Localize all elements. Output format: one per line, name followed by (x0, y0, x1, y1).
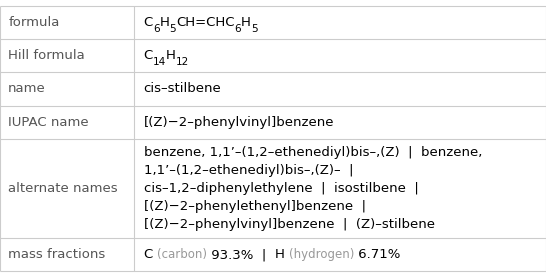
Text: 93.3%  |: 93.3% | (207, 248, 275, 261)
Text: IUPAC name: IUPAC name (8, 116, 89, 129)
Text: formula: formula (8, 16, 60, 29)
Text: H: H (275, 248, 284, 261)
Text: [(Z)−2–phenylvinyl]benzene  |  (Z)–stilbene: [(Z)−2–phenylvinyl]benzene | (Z)–stilben… (144, 218, 435, 231)
Text: mass fractions: mass fractions (8, 248, 105, 261)
Text: benzene, 1,1’–(1,2–ethenediyl)bis–,(Z)  |  benzene,: benzene, 1,1’–(1,2–ethenediyl)bis–,(Z) |… (144, 146, 482, 159)
Text: alternate names: alternate names (8, 182, 118, 195)
Text: H: H (159, 16, 169, 29)
Text: 1,1’–(1,2–ethenediyl)bis–,(Z)–  |: 1,1’–(1,2–ethenediyl)bis–,(Z)– | (144, 164, 353, 177)
Text: cis–stilbene: cis–stilbene (144, 82, 221, 95)
Text: 12: 12 (176, 57, 189, 68)
Text: 5: 5 (169, 24, 176, 34)
Text: (hydrogen): (hydrogen) (289, 248, 354, 261)
Text: 5: 5 (251, 24, 258, 34)
Text: 6: 6 (234, 24, 241, 34)
Text: H: H (241, 16, 251, 29)
Text: C: C (144, 16, 153, 29)
Text: (carbon): (carbon) (157, 248, 207, 261)
Text: CH=CHC: CH=CHC (176, 16, 234, 29)
Text: C: C (144, 248, 153, 261)
Text: cis–1,2–diphenylethylene  |  isostilbene  |: cis–1,2–diphenylethylene | isostilbene | (144, 182, 418, 195)
Text: C: C (144, 49, 153, 62)
Text: name: name (8, 82, 46, 95)
Text: 14: 14 (153, 57, 166, 68)
Text: Hill formula: Hill formula (8, 49, 85, 62)
Text: [(Z)−2–phenylethenyl]benzene  |: [(Z)−2–phenylethenyl]benzene | (144, 200, 366, 213)
Text: 6: 6 (153, 24, 159, 34)
Text: H: H (166, 49, 176, 62)
Text: [(Z)−2–phenylvinyl]benzene: [(Z)−2–phenylvinyl]benzene (144, 116, 334, 129)
Text: 6.71%: 6.71% (354, 248, 401, 261)
